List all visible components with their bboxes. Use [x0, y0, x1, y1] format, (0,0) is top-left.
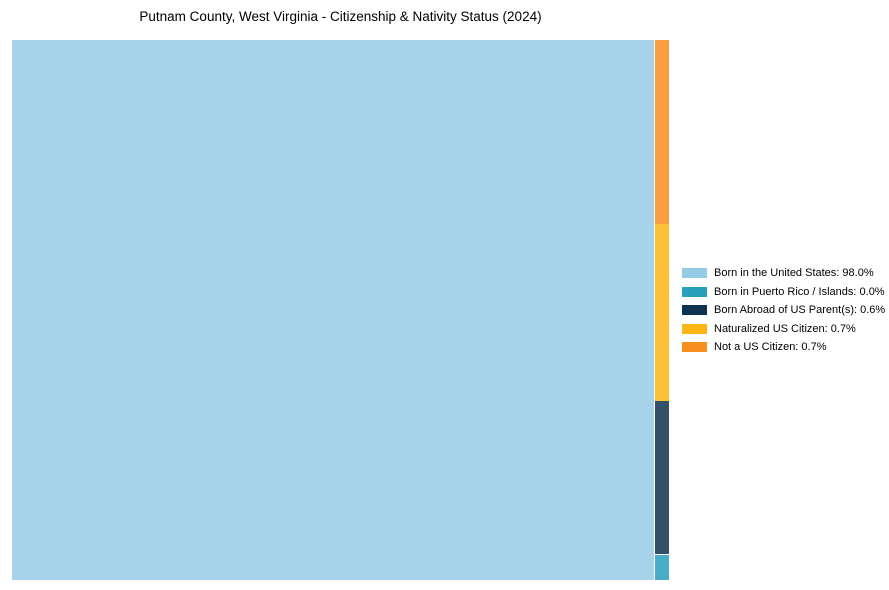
chart-title: Putnam County, West Virginia - Citizensh… [139, 9, 542, 24]
legend-label-born-in-us: Born in the United States: 98.0% [714, 267, 874, 280]
legend: Born in the United States: 98.0% Born in… [682, 264, 885, 357]
legend-swatch-naturalized [682, 323, 707, 334]
legend-item-born-puerto-rico: Born in Puerto Rico / Islands: 0.0% [682, 283, 885, 302]
legend-label-naturalized: Naturalized US Citizen: 0.7% [714, 322, 856, 335]
legend-swatch-born-in-us [682, 268, 707, 279]
legend-item-naturalized: Naturalized US Citizen: 0.7% [682, 320, 885, 339]
legend-swatch-born-abroad [682, 305, 707, 316]
treemap-tile-born-abroad-us-parents [655, 401, 669, 554]
legend-swatch-born-puerto-rico [682, 286, 707, 297]
treemap-tile-naturalized-citizen [655, 224, 669, 401]
legend-item-not-citizen: Not a US Citizen: 0.7% [682, 338, 885, 357]
treemap-tile-born-puerto-rico-islands [655, 555, 669, 580]
legend-item-born-abroad: Born Abroad of US Parent(s): 0.6% [682, 301, 885, 320]
treemap-tile-not-us-citizen [655, 40, 669, 224]
legend-swatch-not-citizen [682, 342, 707, 353]
legend-label-not-citizen: Not a US Citizen: 0.7% [714, 341, 827, 354]
legend-item-born-in-us: Born in the United States: 98.0% [682, 264, 885, 283]
treemap-tile-born-in-us [12, 40, 654, 580]
legend-label-born-puerto-rico: Born in Puerto Rico / Islands: 0.0% [714, 285, 885, 298]
legend-label-born-abroad: Born Abroad of US Parent(s): 0.6% [714, 304, 886, 317]
